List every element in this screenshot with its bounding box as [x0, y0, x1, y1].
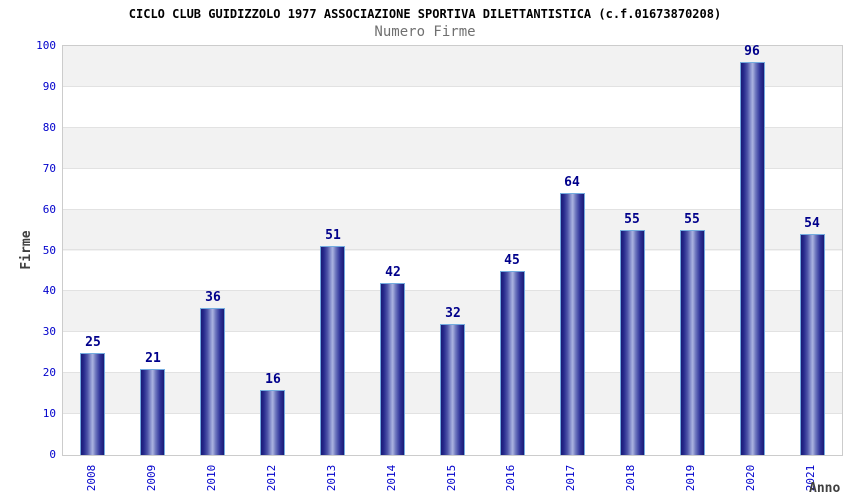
y-tick-label: 30 [42, 325, 56, 338]
x-axis-label: Anno [809, 481, 841, 496]
bar-2015 [440, 324, 465, 455]
gridline [63, 209, 842, 210]
gridline [63, 127, 842, 128]
bar-value-label: 51 [325, 228, 341, 243]
gridline [63, 168, 842, 169]
y-tick-label: 10 [42, 407, 56, 420]
y-tick-label: 100 [36, 39, 56, 52]
bar-2016 [500, 271, 525, 455]
gridline [63, 290, 842, 291]
x-tick-label: 2013 [325, 464, 338, 492]
x-tick-label: 2014 [385, 464, 398, 492]
bar-value-label: 21 [145, 351, 161, 366]
bar-value-label: 45 [504, 253, 520, 268]
x-tick-label: 2010 [205, 464, 218, 492]
gridline [63, 249, 842, 250]
bar-2017 [560, 193, 585, 455]
chart-title: CICLO CLUB GUIDIZZOLO 1977 ASSOCIAZIONE … [128, 7, 722, 21]
bar-2009 [140, 369, 165, 455]
bar-value-label: 54 [804, 216, 820, 231]
chart-subtitle: Numero Firme [374, 24, 476, 40]
plot-band [63, 209, 842, 251]
y-tick-label: 20 [42, 366, 56, 379]
bar-value-label: 25 [85, 335, 101, 350]
bar-2012 [260, 390, 285, 455]
y-tick-label: 40 [42, 284, 56, 297]
bar-value-label: 16 [265, 372, 281, 387]
x-tick-label: 2016 [504, 464, 517, 492]
y-tick-label: 60 [42, 203, 56, 216]
bar-value-label: 55 [684, 212, 700, 227]
y-tick-label: 80 [42, 121, 56, 134]
bar-2019 [680, 230, 705, 455]
y-tick-label: 0 [49, 448, 56, 461]
x-tick-label: 2020 [744, 464, 757, 492]
plot-band [63, 127, 842, 169]
x-tick-label: 2012 [265, 464, 278, 492]
bar-value-label: 96 [744, 44, 760, 59]
bar-value-label: 64 [564, 175, 580, 190]
y-tick-label: 90 [42, 80, 56, 93]
x-tick-label: 2008 [85, 464, 98, 492]
bar-value-label: 36 [205, 290, 221, 305]
plot-band [63, 168, 842, 210]
bar-2020 [740, 62, 765, 455]
bar-value-label: 42 [385, 265, 401, 280]
gridline [63, 86, 842, 87]
bar-2013 [320, 246, 345, 455]
y-tick-label: 70 [42, 162, 56, 175]
bar-value-label: 55 [624, 212, 640, 227]
bar-2008 [80, 353, 105, 455]
x-tick-label: 2009 [145, 464, 158, 492]
x-tick-label: 2019 [684, 464, 697, 492]
y-tick-label: 50 [42, 244, 56, 257]
bar-2018 [620, 230, 645, 455]
plot-band [63, 86, 842, 128]
plot-band [63, 250, 842, 292]
plot-band [63, 46, 842, 87]
x-tick-label: 2015 [445, 464, 458, 492]
x-tick-label: 2018 [624, 464, 637, 492]
x-tick-label: 2017 [564, 464, 577, 492]
bar-value-label: 32 [445, 306, 461, 321]
bar-2010 [200, 308, 225, 455]
bar-2014 [380, 283, 405, 455]
plot-area: 25 21 36 16 51 42 32 45 64 55 55 96 54 [62, 45, 843, 456]
bar-2021 [800, 234, 825, 455]
